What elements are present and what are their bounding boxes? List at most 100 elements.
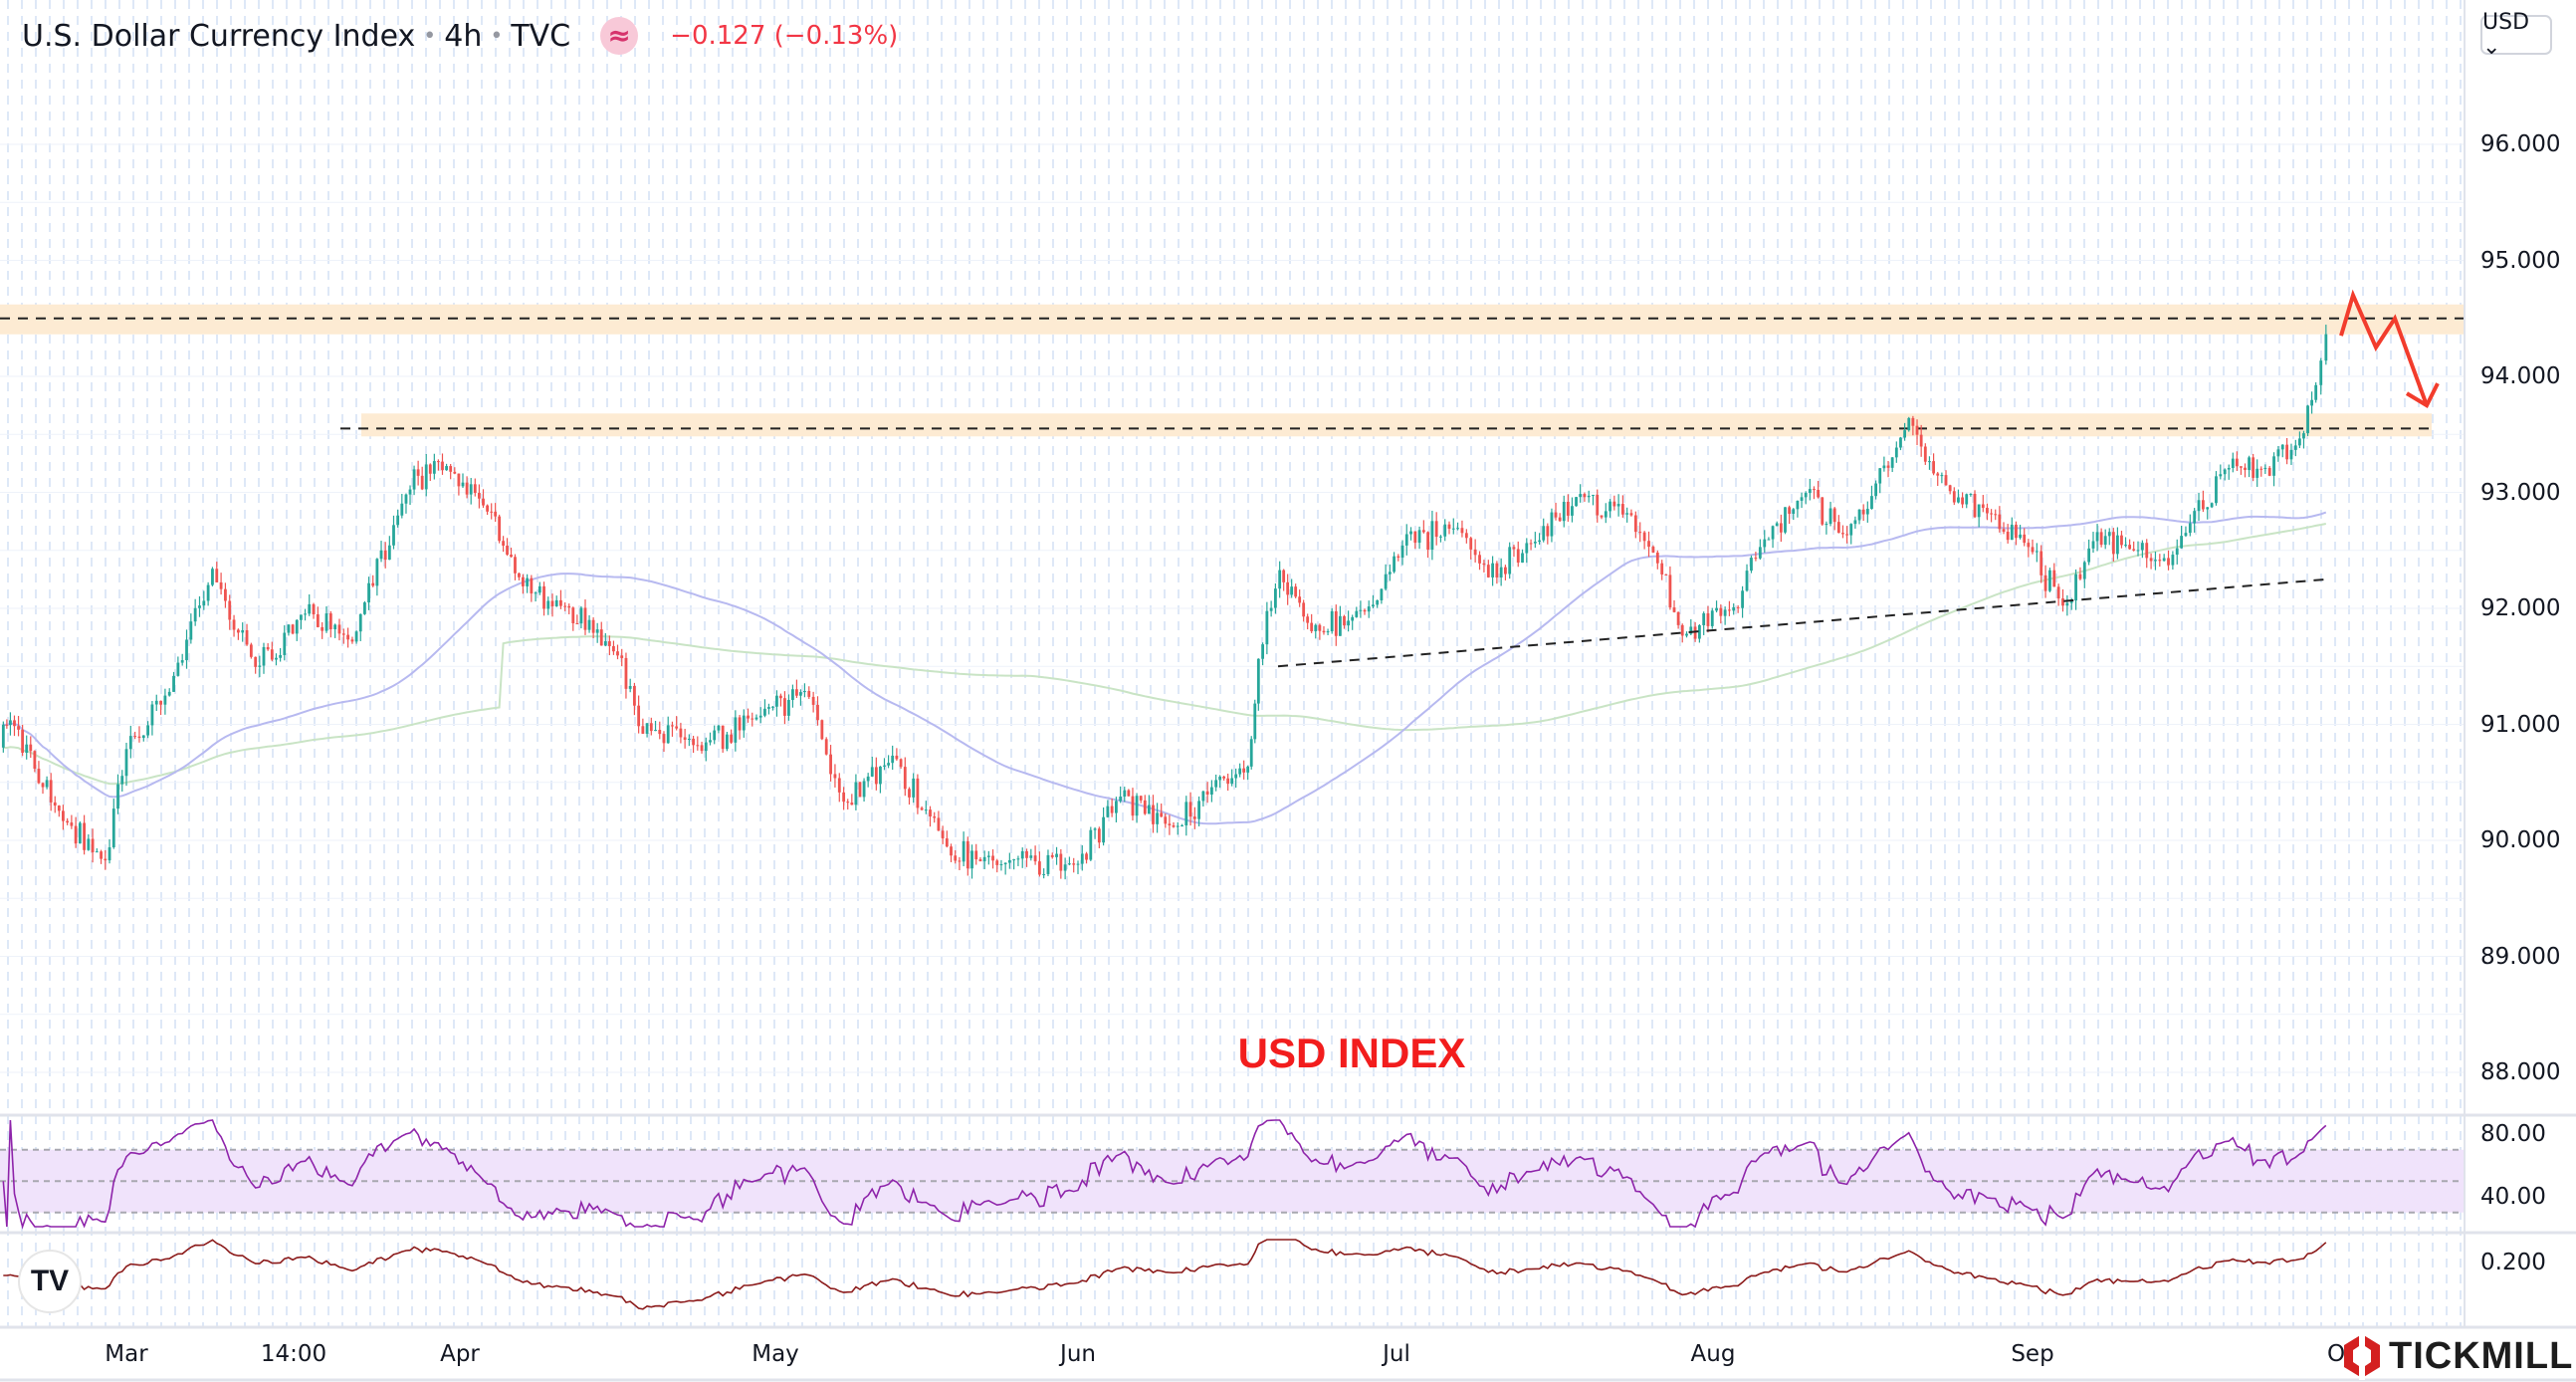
candle — [916, 774, 920, 814]
candle — [2223, 468, 2227, 481]
symbol-title[interactable]: U.S. Dollar Currency Index — [22, 18, 416, 54]
candle-body — [575, 623, 579, 625]
candle-body — [995, 860, 999, 865]
candle-body — [1469, 538, 1473, 550]
candle-body — [128, 736, 132, 750]
candle-body — [1439, 536, 1442, 538]
candle — [154, 694, 158, 712]
candle-body — [1338, 615, 1342, 636]
candle-body — [2116, 535, 2119, 555]
candle-body — [494, 511, 498, 517]
candle — [1558, 513, 1562, 523]
candle — [1042, 868, 1046, 879]
candle — [1334, 604, 1338, 646]
candle — [1102, 806, 1105, 846]
candle-body — [1460, 528, 1464, 534]
candle — [2120, 531, 2123, 549]
candle — [1439, 535, 1442, 543]
candle — [2252, 453, 2255, 482]
candle-body — [887, 763, 890, 766]
candle — [713, 725, 717, 745]
candle — [1562, 495, 1566, 528]
candle — [1664, 574, 1668, 576]
candle-body — [1, 724, 5, 748]
candle — [721, 725, 725, 753]
candle-body — [321, 626, 324, 631]
candle-body — [2027, 543, 2031, 548]
candle-body — [308, 603, 312, 614]
candle — [375, 558, 379, 596]
time-tick-label: Aug — [1690, 1341, 1736, 1367]
candle-body — [1890, 457, 1894, 468]
candle — [1106, 800, 1110, 818]
currency-button[interactable]: USD ⌄ — [2480, 10, 2552, 60]
price-tick-label: 93.000 — [2480, 479, 2561, 506]
projection-arrow — [2339, 289, 2429, 406]
candle-body — [1131, 796, 1135, 816]
candle-body — [2259, 468, 2263, 470]
candle-body — [193, 607, 197, 622]
candle — [599, 621, 603, 646]
candle — [974, 843, 978, 865]
candle — [1828, 501, 1832, 527]
candle — [1940, 472, 1944, 484]
candle — [522, 574, 525, 594]
candle — [899, 758, 903, 770]
candle-body — [350, 639, 354, 642]
candle-body — [465, 482, 469, 495]
candle-body — [692, 738, 695, 746]
candle-body — [1274, 588, 1277, 608]
candle-body — [1197, 801, 1200, 819]
candle — [717, 724, 721, 734]
candle-body — [1899, 437, 1902, 448]
candle-body — [1152, 805, 1155, 824]
candle — [2280, 444, 2284, 458]
candle-body — [37, 769, 41, 784]
candle — [53, 796, 57, 813]
candle-body — [1176, 825, 1180, 827]
candle — [1495, 561, 1499, 584]
candle — [2002, 522, 2006, 535]
candle — [1986, 503, 1989, 521]
candle — [2289, 443, 2293, 465]
candle-body — [1990, 513, 1993, 515]
candle-body — [1672, 607, 1676, 612]
candle-body — [1853, 520, 1857, 525]
candle — [383, 542, 387, 569]
candle-body — [2023, 534, 2027, 544]
candle-body — [236, 629, 240, 633]
candle — [1800, 492, 1804, 509]
interval-label[interactable]: 4h — [444, 18, 483, 54]
candle — [1741, 585, 1744, 618]
candle — [696, 736, 700, 751]
candle — [1421, 520, 1425, 534]
candle-body — [180, 660, 184, 663]
candle-body — [583, 607, 587, 630]
candle — [1274, 582, 1277, 614]
candle — [2197, 493, 2201, 522]
candle-body — [1181, 824, 1183, 826]
candle — [502, 536, 505, 553]
candle — [2215, 471, 2218, 506]
candle — [958, 856, 962, 870]
candle-body — [404, 494, 408, 504]
candle — [514, 554, 517, 580]
candle — [2259, 466, 2263, 477]
candle — [1226, 773, 1230, 792]
candle-body — [275, 657, 278, 660]
candle — [1592, 494, 1595, 506]
candle-body — [1434, 521, 1438, 538]
candle — [758, 707, 762, 724]
candle — [1886, 460, 1890, 478]
candle — [1936, 471, 1940, 487]
candle-body — [1302, 602, 1306, 617]
tradingview-logo[interactable]: TV — [18, 1250, 82, 1313]
time-tick-label: Apr — [440, 1341, 480, 1367]
candle-body — [70, 822, 74, 826]
candle-body — [895, 755, 899, 760]
candle — [328, 610, 332, 638]
approx-icon[interactable]: ≈ — [600, 17, 639, 55]
candle — [312, 602, 316, 619]
candle-body — [2235, 458, 2239, 467]
